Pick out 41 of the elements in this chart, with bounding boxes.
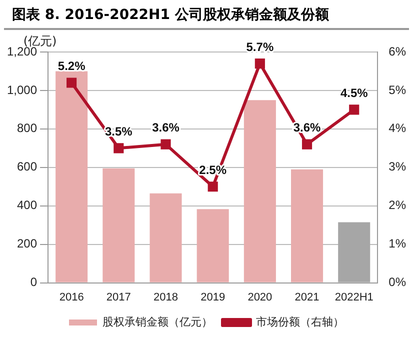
point (160, 139, 171, 150)
x-tick-label: 2022H1 (334, 291, 374, 304)
y-tick-label: 600 (17, 160, 38, 174)
bar (244, 100, 276, 282)
point (66, 78, 77, 88)
x-tick-label: 2018 (154, 291, 178, 304)
y-tick-label: 400 (17, 198, 38, 212)
bar (291, 169, 324, 282)
y-tick-label: 1,000 (7, 82, 38, 97)
y2-tick-label: 6% (388, 44, 406, 58)
point (208, 182, 218, 192)
bar (102, 168, 135, 282)
y2-tick-label: 3% (388, 160, 406, 174)
x-tick-label: 2020 (248, 291, 272, 304)
data-label: 5.2% (58, 59, 86, 74)
point (114, 143, 124, 154)
x-tick-label: 2021 (294, 291, 320, 304)
data-label: 5.7% (246, 40, 274, 54)
legend-label: 股权承销金额（亿元） (102, 315, 212, 328)
data-label: 3.6% (152, 120, 180, 135)
x-tick-label: 2017 (106, 291, 131, 304)
point (349, 104, 360, 115)
point (254, 58, 265, 69)
bar (338, 222, 370, 282)
bar (56, 71, 88, 282)
y2-tick-label: 4% (388, 121, 406, 136)
y-tick-label: 0 (30, 275, 38, 290)
legend-label: 市场份额（右轴） (256, 315, 344, 328)
point (302, 139, 312, 150)
x-tick-label: 2016 (59, 291, 84, 304)
x-tick-label: 2019 (200, 291, 226, 304)
y2-tick-label: 2% (388, 198, 406, 212)
bar (196, 209, 229, 282)
y2-tick-label: 5% (388, 82, 406, 97)
chart-title: 图表 8. 2016-2022H1 公司股权承销金额及份额 (4, 0, 409, 30)
y-tick-label: 800 (17, 121, 38, 136)
bar (150, 193, 182, 282)
y2-tick-label: 1% (388, 236, 406, 251)
data-label: 4.5% (340, 86, 368, 100)
y2-tick-label: 0% (388, 275, 406, 290)
y-tick-label: 200 (17, 236, 38, 251)
